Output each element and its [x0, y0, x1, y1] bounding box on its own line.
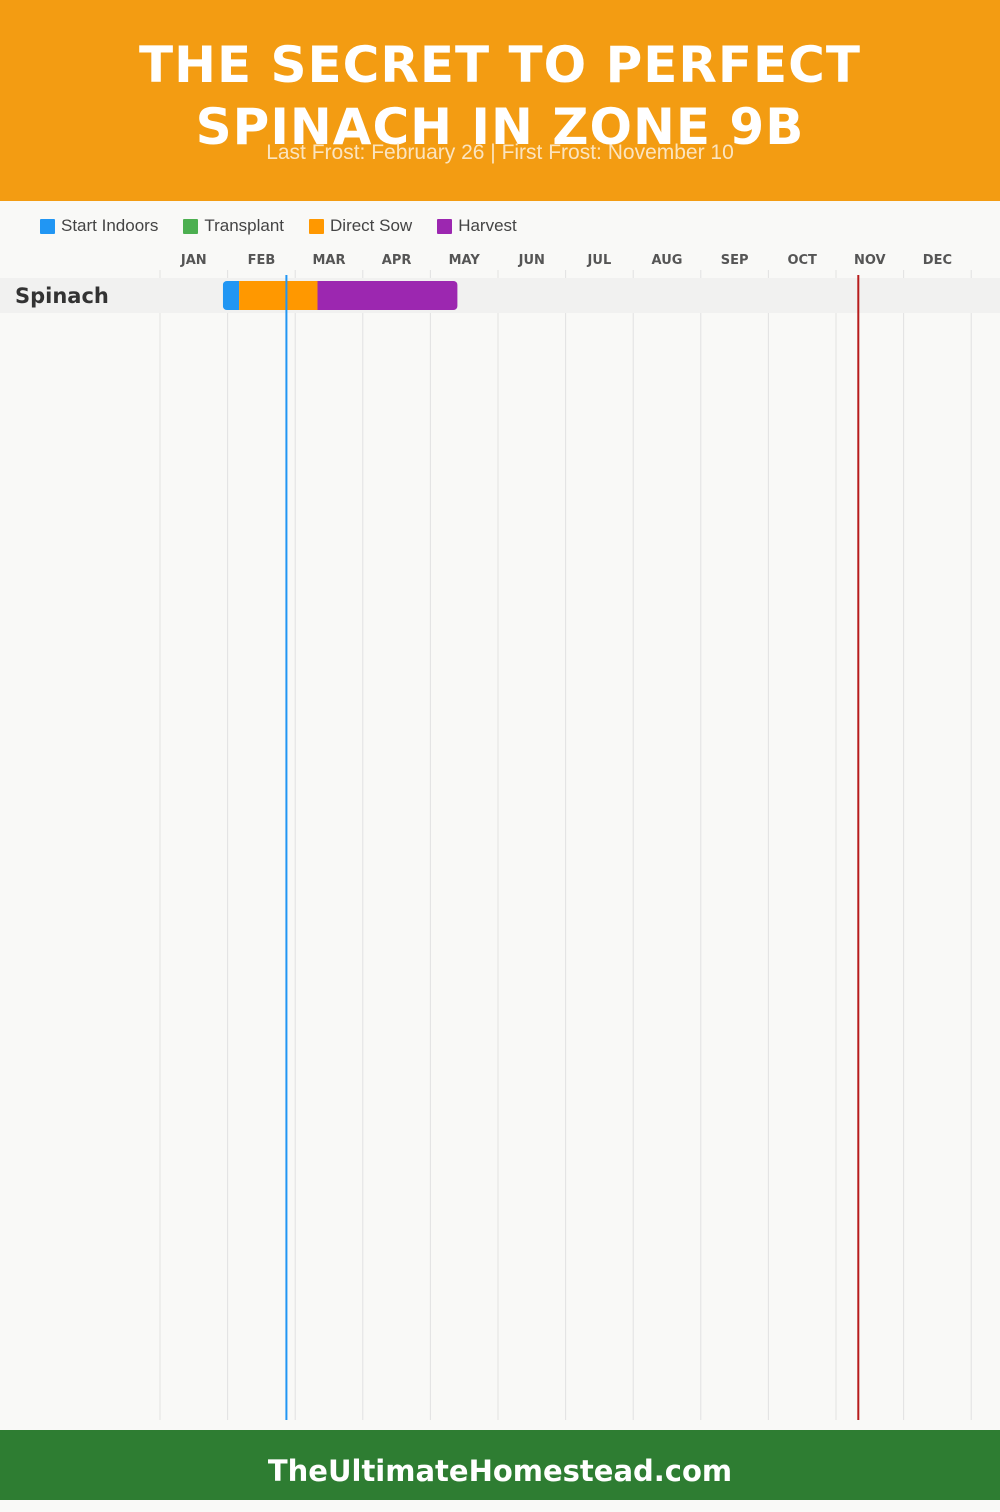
bar-harvest: [317, 281, 458, 310]
month-label-sep: SEP: [721, 253, 749, 268]
month-label-nov: NOV: [854, 253, 886, 268]
title-line-1: THE SECRET TO PERFECT: [139, 36, 861, 94]
month-label-jan: JAN: [180, 253, 207, 268]
month-label-aug: AUG: [652, 253, 683, 268]
page-title: THE SECRET TO PERFECT SPINACH IN ZONE 9B: [0, 34, 1000, 158]
frost-markers: [285, 275, 860, 1420]
phase-bars: [222, 281, 458, 310]
grid-lines: [159, 270, 972, 1420]
footer-banner: TheUltimateHomestead.com: [0, 1430, 1000, 1500]
legend-item-transplant: Transplant: [183, 216, 284, 236]
month-label-apr: APR: [382, 253, 412, 268]
site-name: TheUltimateHomestead.com: [267, 1454, 733, 1488]
row-background: [0, 278, 1000, 313]
month-label-jun: JUN: [518, 253, 545, 268]
legend-swatch: [40, 218, 55, 234]
month-label-feb: FEB: [248, 253, 276, 268]
legend-item-start-indoors: Start Indoors: [40, 216, 158, 236]
bar-start-indoors: [222, 281, 240, 310]
legend-item-harvest: Harvest: [437, 216, 517, 236]
month-label-may: MAY: [449, 253, 481, 268]
row-backgrounds: [0, 278, 1000, 313]
title-line-2: SPINACH IN ZONE 9B: [195, 98, 805, 156]
bar-group: [222, 281, 458, 310]
month-label-jul: JUL: [587, 253, 612, 268]
chart-legend: Start Indoors Transplant Direct Sow Harv…: [40, 214, 542, 238]
row-label-spinach: Spinach: [15, 284, 109, 308]
legend-label: Harvest: [458, 216, 517, 235]
month-label-oct: OCT: [787, 253, 817, 268]
row-labels: Spinach: [15, 284, 109, 308]
legend-swatch: [183, 218, 199, 234]
frost-dates-subtitle: Last Frost: February 26 | First Frost: N…: [266, 141, 734, 164]
legend-swatch: [309, 218, 325, 234]
legend-label: Transplant: [204, 216, 285, 235]
legend-label: Direct Sow: [330, 216, 413, 235]
month-label-dec: DEC: [923, 253, 952, 268]
header-banner: THE SECRET TO PERFECT SPINACH IN ZONE 9B…: [0, 0, 1000, 201]
bar-direct-sow: [239, 281, 318, 310]
month-label-mar: MAR: [312, 253, 345, 268]
planting-calendar-chart: JAN FEB MAR APR MAY JUN JUL AUG SEP OCT NOV DEC Spi…: [0, 253, 1000, 1420]
legend-label: Start Indoors: [61, 216, 159, 235]
legend-swatch: [437, 218, 453, 234]
month-labels: JAN FEB MAR APR MAY JUN JUL AUG SEP OCT NOV DEC: [180, 253, 952, 268]
legend-item-direct-sow: Direct Sow: [309, 216, 412, 236]
